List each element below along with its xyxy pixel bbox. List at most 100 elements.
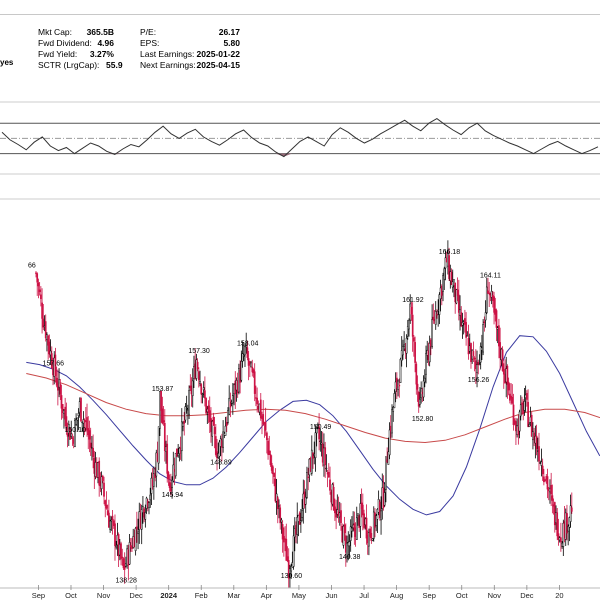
candle-body: [455, 289, 458, 304]
price-label: 150.10: [65, 427, 87, 434]
candle-body: [498, 325, 500, 347]
candle-body: [431, 319, 433, 347]
candle-body: [148, 502, 150, 509]
candle-body: [538, 446, 540, 462]
candle-body: [273, 472, 275, 477]
candle-body: [218, 441, 221, 457]
candle-body: [252, 369, 255, 373]
candle-body: [566, 513, 568, 534]
price-label: 153.87: [152, 386, 174, 393]
stat-label-sctr: SCTR (LrgCap):: [38, 60, 100, 70]
candle-body: [40, 294, 42, 300]
candle-body: [269, 454, 272, 465]
candle-body: [55, 377, 58, 386]
candle-body: [444, 257, 447, 269]
candle-body: [122, 558, 125, 569]
candle-body: [387, 451, 390, 465]
candle-body: [549, 487, 551, 493]
candle-body: [70, 433, 73, 437]
candle-body: [550, 485, 553, 495]
candle-body: [114, 523, 116, 547]
candle-body: [202, 387, 205, 391]
candle-body: [244, 346, 246, 356]
candle-body: [436, 314, 438, 316]
candle-body: [465, 322, 467, 338]
candle-body: [467, 338, 470, 355]
candle-body: [76, 417, 79, 421]
candle-body: [319, 440, 322, 442]
candle-body: [257, 406, 260, 410]
candle-body: [359, 503, 362, 527]
candle-body: [348, 541, 351, 547]
candle-body: [460, 312, 463, 327]
candle-body: [419, 398, 421, 405]
x-tick-label: Feb: [195, 591, 208, 600]
candle-body: [65, 416, 68, 431]
candle-body: [451, 281, 454, 288]
candle-body: [104, 500, 107, 506]
price-label: 66: [28, 262, 36, 269]
candle-body: [461, 322, 464, 326]
candle-body: [86, 417, 88, 431]
candle-body: [361, 504, 364, 516]
candle-body: [103, 482, 105, 497]
candle-body: [87, 428, 90, 436]
candle-body: [63, 410, 65, 414]
candle-body: [172, 464, 175, 482]
candle-body: [222, 431, 224, 448]
candle-body: [544, 479, 546, 481]
x-axis: Sep Oct Nov Dec 2024 Feb Mar Apr May Jun Jul Aug Sep…: [0, 585, 600, 600]
candle-body: [567, 525, 570, 532]
candle-body: [135, 526, 138, 530]
candle-body: [353, 523, 356, 531]
candle-body: [292, 535, 295, 567]
candle-body: [281, 524, 284, 540]
candle-body: [448, 255, 450, 279]
candle-body: [472, 351, 475, 357]
candle-body: [108, 512, 110, 528]
candle-body: [524, 394, 527, 399]
candle-body: [546, 476, 549, 490]
candle-body: [259, 399, 262, 419]
candle-body: [320, 442, 323, 445]
candle-body: [459, 309, 461, 316]
candle-body: [569, 505, 572, 522]
price-label: 161.92: [402, 297, 424, 304]
candle-body: [450, 271, 453, 286]
candle-body: [330, 491, 333, 503]
candle-body: [242, 354, 245, 357]
price-label: 158.04: [237, 340, 259, 347]
price-label: 157.66: [43, 361, 65, 368]
candle-body: [241, 353, 244, 362]
candle-body: [177, 453, 180, 457]
candle-body: [518, 411, 521, 432]
candle-body: [54, 354, 57, 376]
candle-body: [112, 520, 115, 526]
x-tick-label: Mar: [227, 591, 240, 600]
candle-body: [280, 519, 283, 523]
stat-label-pe: P/E:: [140, 27, 157, 37]
candle-body: [484, 312, 487, 321]
candle-body: [318, 426, 320, 440]
x-tick-label: 2024: [160, 591, 178, 600]
candle-body: [476, 364, 478, 373]
candle-body: [88, 430, 91, 440]
candle-body: [208, 410, 211, 423]
candle-body: [500, 348, 503, 361]
stat-value-sctr: 55.9: [106, 60, 123, 70]
candle-body: [442, 275, 444, 292]
candle-body: [155, 452, 158, 477]
candle-body: [134, 528, 137, 551]
candle-body: [193, 366, 195, 380]
candle-body: [38, 289, 41, 293]
x-tick-label: Oct: [65, 591, 78, 600]
candle-body: [376, 508, 379, 520]
candle-body: [354, 527, 357, 537]
candle-body: [279, 507, 282, 524]
candle-body: [310, 449, 313, 474]
candle-body: [543, 476, 545, 483]
candle-body: [343, 524, 346, 534]
candle-body: [110, 519, 113, 522]
candle-body: [167, 472, 170, 480]
candle-body: [144, 512, 147, 520]
